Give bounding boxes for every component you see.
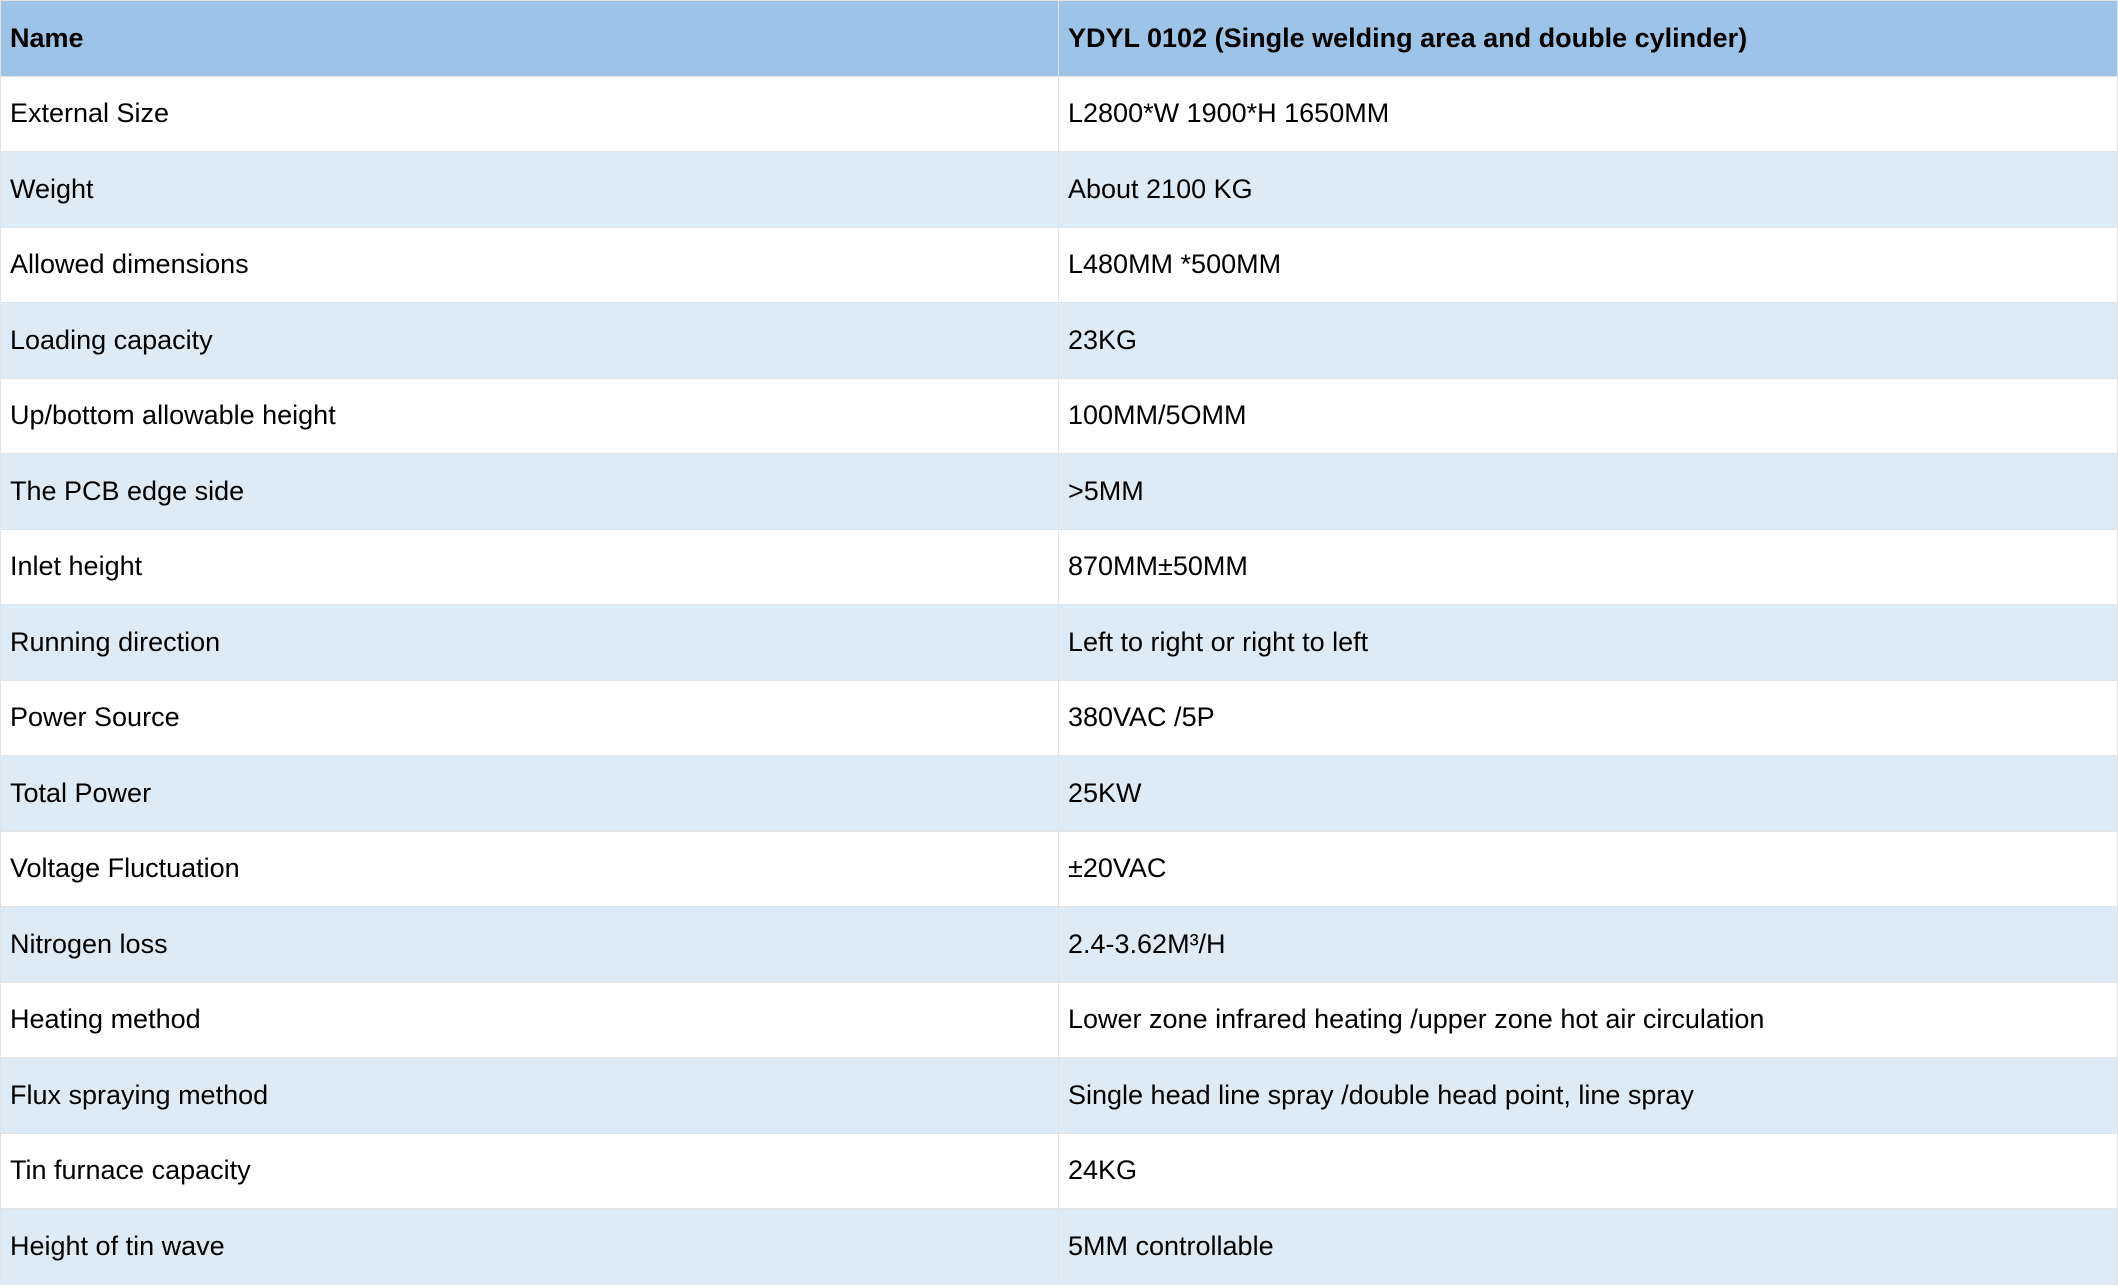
table-row: The PCB edge side >5MM bbox=[0, 453, 2118, 530]
label-cell: Total Power bbox=[0, 755, 1059, 832]
label-cell: Allowed dimensions bbox=[0, 226, 1059, 303]
label-cell: Flux spraying method bbox=[0, 1057, 1059, 1134]
header-row: Name YDYL 0102 (Single welding area and d… bbox=[0, 0, 2118, 77]
table-row: Voltage Fluctuation ±20VAC bbox=[0, 830, 2118, 907]
value-cell: L2800*W 1900*H 1650MM bbox=[1058, 75, 2118, 152]
label-cell: Up/bottom allowable height bbox=[0, 377, 1059, 454]
value-cell: About 2100 KG bbox=[1058, 151, 2118, 228]
value-cell: L480MM *500MM bbox=[1058, 226, 2118, 303]
value-cell: 25KW bbox=[1058, 755, 2118, 832]
table-row: Height of tin wave 5MM controllable bbox=[0, 1208, 2118, 1285]
table-row: Running direction Left to right or right … bbox=[0, 604, 2118, 681]
table-row: Total Power 25KW bbox=[0, 755, 2118, 832]
label-cell: Nitrogen loss bbox=[0, 906, 1059, 983]
table-row: Loading capacity 23KG bbox=[0, 302, 2118, 379]
table-row: Flux spraying method Single head line spr… bbox=[0, 1057, 2118, 1134]
table-row: Allowed dimensions L480MM *500MM bbox=[0, 226, 2118, 303]
value-cell: >5MM bbox=[1058, 453, 2118, 530]
value-cell: ±20VAC bbox=[1058, 830, 2118, 907]
table-row: Inlet height 870MM±50MM bbox=[0, 528, 2118, 605]
label-cell: Running direction bbox=[0, 604, 1059, 681]
label-cell: Height of tin wave bbox=[0, 1208, 1059, 1285]
table-row: Heating method Lower zone infrared heatin… bbox=[0, 981, 2118, 1058]
value-cell: 870MM±50MM bbox=[1058, 528, 2118, 605]
header-cell: Name bbox=[0, 0, 1059, 77]
value-cell: 5MM controllable bbox=[1058, 1208, 2118, 1285]
table-row: Weight About 2100 KG bbox=[0, 151, 2118, 228]
value-cell: 100MM/5OMM bbox=[1058, 377, 2118, 454]
value-cell: Single head line spray /double head poin… bbox=[1058, 1057, 2118, 1134]
table-row: Tin furnace capacity 24KG bbox=[0, 1132, 2118, 1209]
value-cell: Lower zone infrared heating /upper zone … bbox=[1058, 981, 2118, 1058]
label-cell: Voltage Fluctuation bbox=[0, 830, 1059, 907]
label-cell: Power Source bbox=[0, 679, 1059, 756]
label-cell: External Size bbox=[0, 75, 1059, 152]
value-cell: 24KG bbox=[1058, 1132, 2118, 1209]
label-cell: The PCB edge side bbox=[0, 453, 1059, 530]
label-cell: Inlet height bbox=[0, 528, 1059, 605]
label-cell: Tin furnace capacity bbox=[0, 1132, 1059, 1209]
label-cell: Heating method bbox=[0, 981, 1059, 1058]
header-cell: YDYL 0102 (Single welding area and doubl… bbox=[1058, 0, 2118, 77]
label-cell: Loading capacity bbox=[0, 302, 1059, 379]
value-cell: 23KG bbox=[1058, 302, 2118, 379]
table-row: Up/bottom allowable height 100MM/5OMM bbox=[0, 377, 2118, 454]
value-cell: 2.4-3.62M³/H bbox=[1058, 906, 2118, 983]
table-row: External Size L2800*W 1900*H 1650MM bbox=[0, 75, 2118, 152]
value-cell: Left to right or right to left bbox=[1058, 604, 2118, 681]
value-cell: 380VAC /5P bbox=[1058, 679, 2118, 756]
table-row: Power Source 380VAC /5P bbox=[0, 679, 2118, 756]
label-cell: Weight bbox=[0, 151, 1059, 228]
table-row: Nitrogen loss 2.4-3.62M³/H bbox=[0, 906, 2118, 983]
